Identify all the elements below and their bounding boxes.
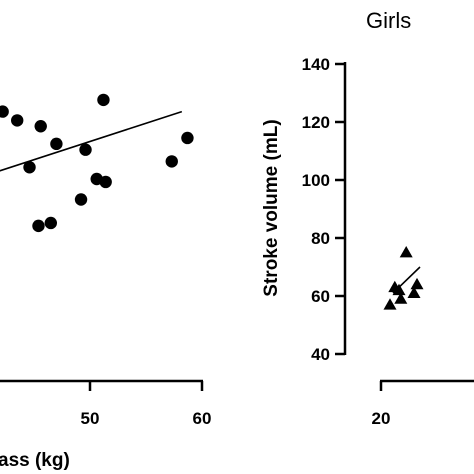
left-data-point [50, 137, 63, 151]
left-data-point [99, 175, 112, 189]
left-data-point [11, 114, 24, 127]
left-trendline [0, 110, 183, 172]
right-trendline [392, 266, 421, 294]
right-data-point [392, 283, 406, 296]
right-y-tick-label: 80 [311, 229, 330, 248]
left-data-point [97, 93, 110, 107]
right-y-axis-title: Stroke volume (mL) [261, 119, 282, 296]
right-data-point [407, 286, 421, 298]
left-x-axis-title: ass (kg) [0, 450, 70, 471]
right-y-tick-label: 100 [302, 171, 330, 190]
left-data-point [44, 216, 57, 230]
left-data-point [74, 193, 88, 206]
left-data-point [23, 161, 36, 174]
right-y-tick-label: 120 [302, 113, 330, 132]
right-y-tick-label: 40 [311, 345, 330, 364]
right-data-point [394, 292, 408, 304]
left-data-point [0, 105, 9, 118]
girls-panel-title: Girls [366, 8, 411, 33]
left-data-point [34, 120, 47, 133]
left-data-point [165, 155, 178, 168]
right-data-point [383, 298, 397, 310]
right-x-tick-label: 20 [372, 409, 391, 428]
left-data-point [32, 219, 45, 233]
boys-scatter-panel: 50 60 ass (kg) [0, 93, 212, 471]
right-data-point [399, 246, 413, 258]
right-data-point [410, 277, 424, 290]
right-y-tick-label: 60 [311, 287, 330, 306]
girls-scatter-panel: Girls 40 60 80 100 120 140 20 Stroke volume (m… [261, 8, 474, 428]
left-data-point [79, 143, 92, 156]
left-x-tick-label: 60 [193, 409, 212, 428]
right-y-tick-label: 140 [302, 55, 330, 74]
left-data-point [181, 131, 194, 145]
left-x-tick-label: 50 [81, 409, 100, 428]
